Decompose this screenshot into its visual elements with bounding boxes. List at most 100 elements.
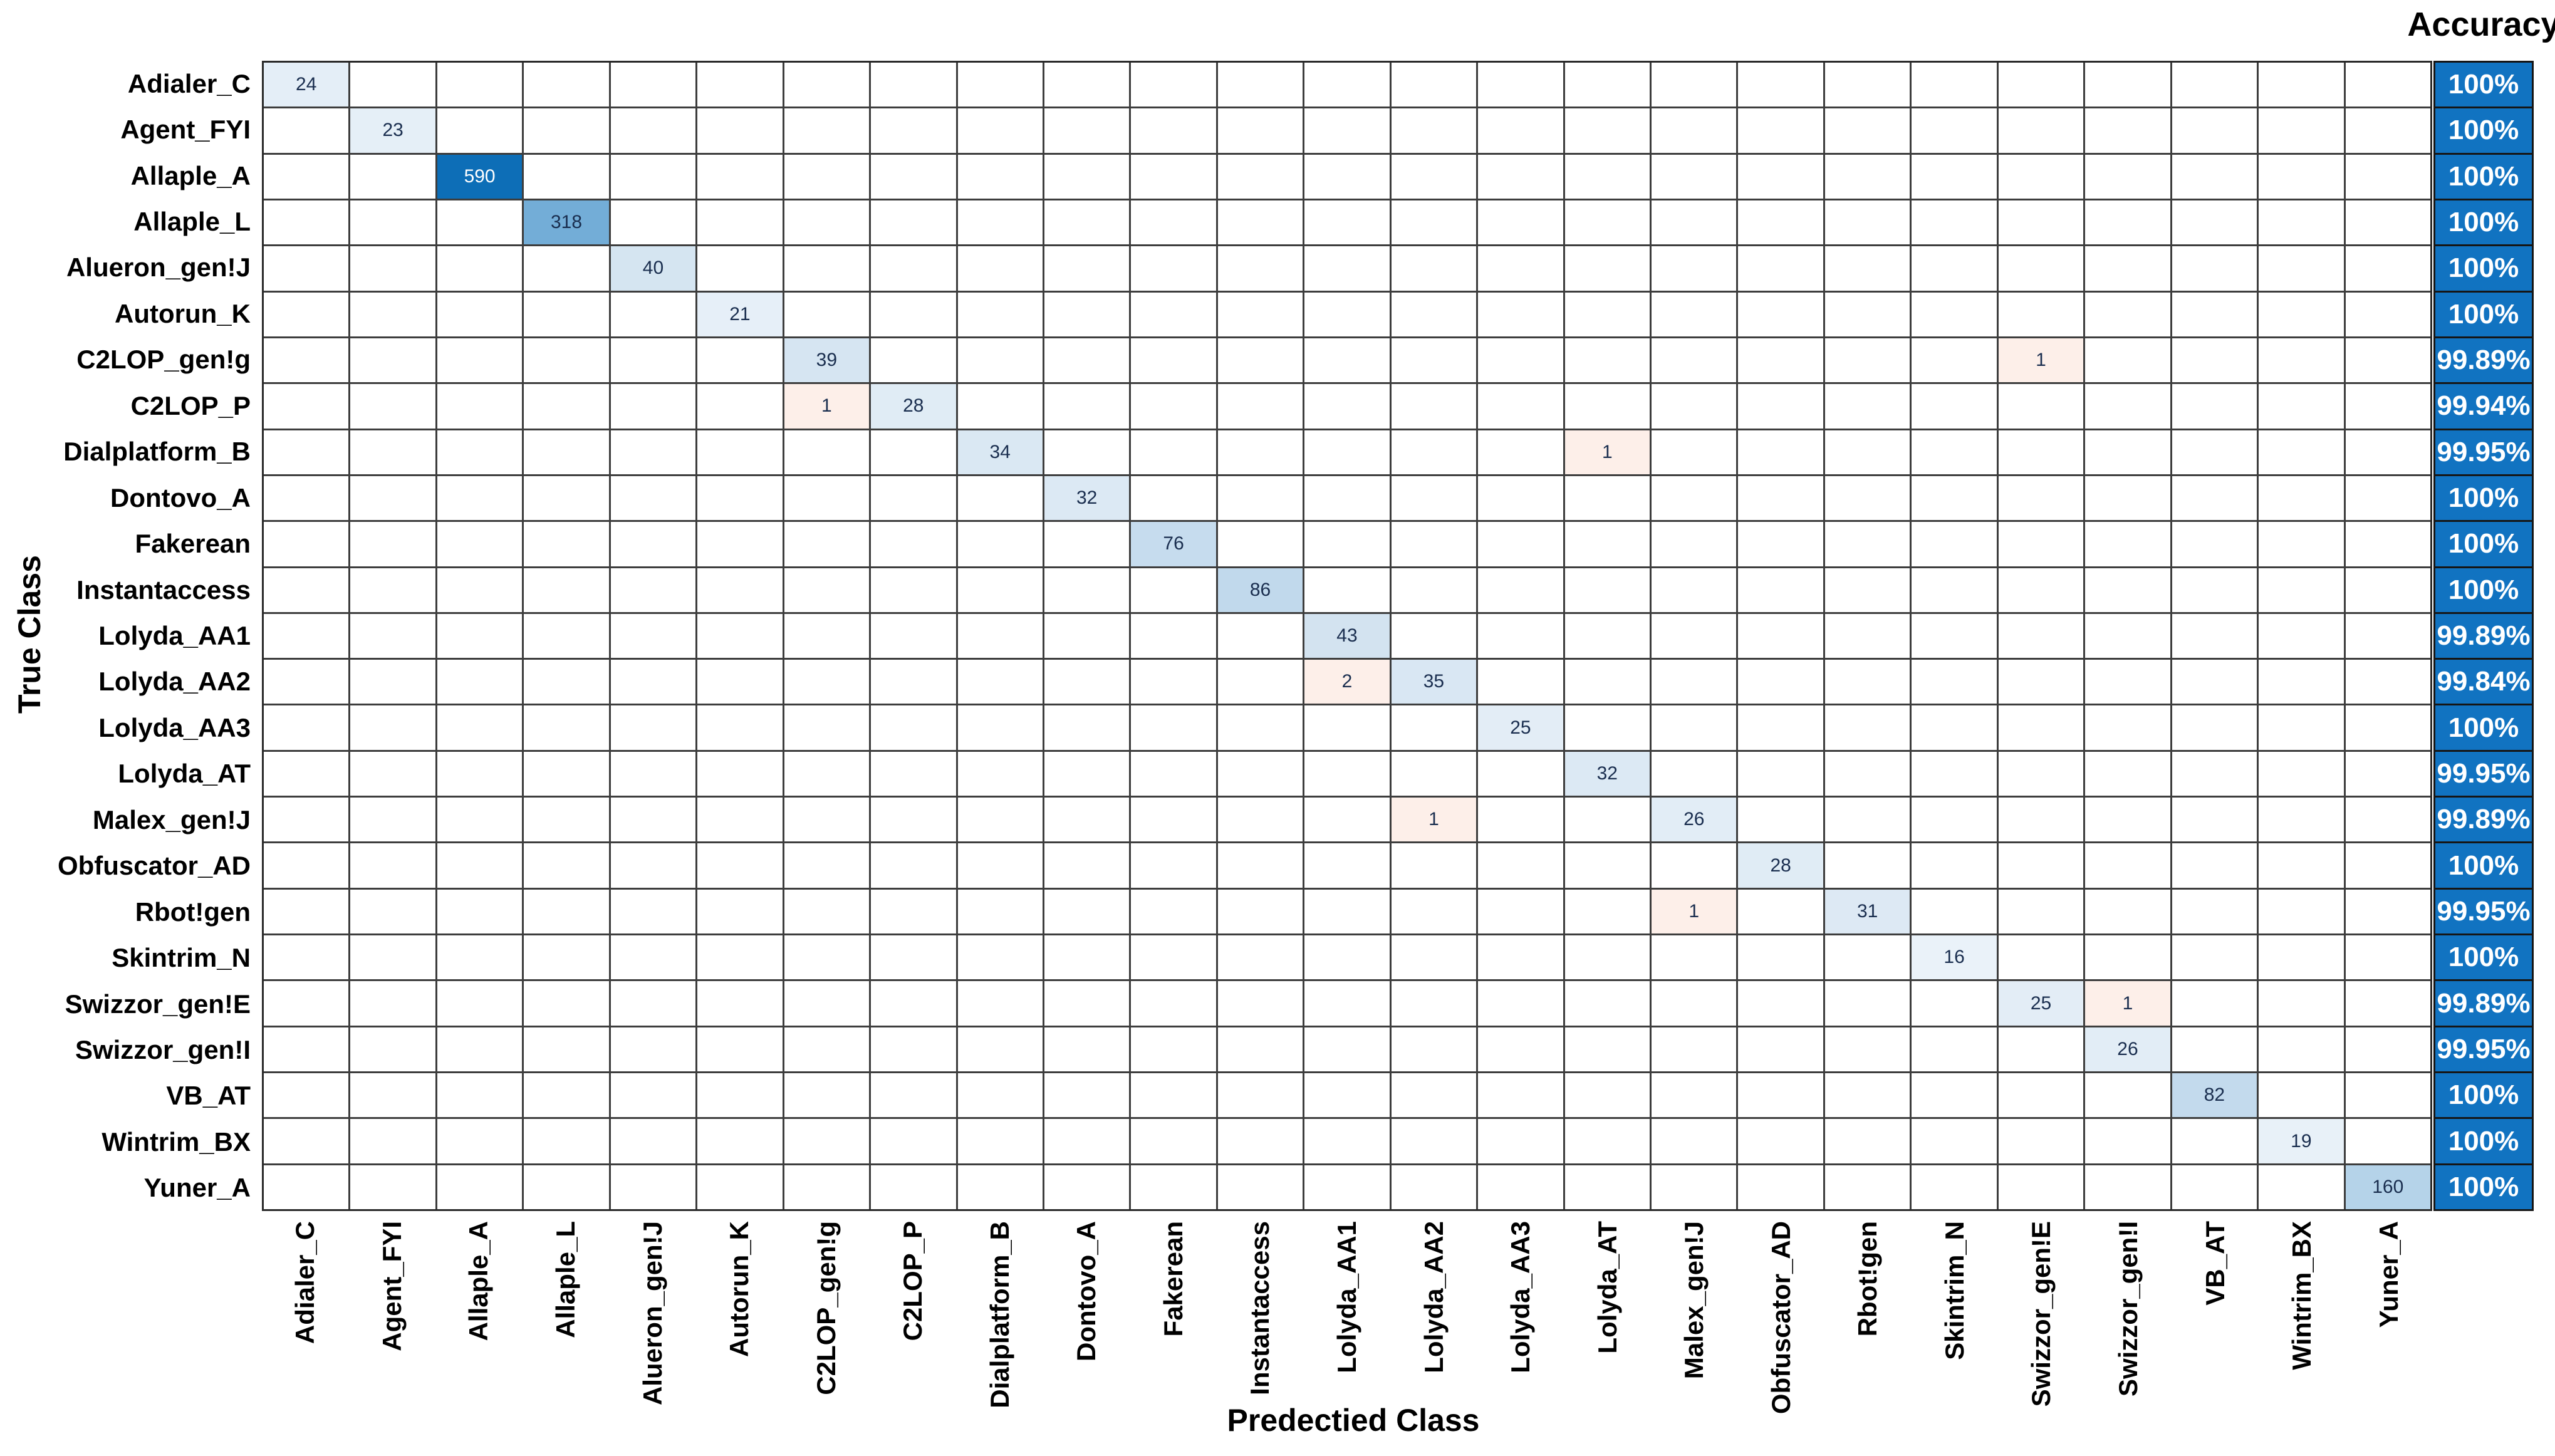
matrix-cell	[871, 200, 956, 245]
matrix-cell	[1044, 1165, 1130, 1209]
matrix-cell	[1652, 1027, 1737, 1072]
matrix-cell	[1217, 981, 1303, 1026]
y-tick-label: C2LOP_P	[130, 390, 251, 420]
matrix-cell	[1564, 889, 1650, 934]
matrix-cell	[697, 246, 783, 291]
x-tick-label: C2LOP_P	[898, 1221, 928, 1341]
x-tick-label: Autorun_K	[724, 1221, 754, 1357]
matrix-cell	[1738, 660, 1823, 704]
matrix-cell	[264, 568, 349, 612]
matrix-cell	[1391, 1165, 1477, 1209]
matrix-cell	[1824, 1165, 1910, 1209]
matrix-cell	[1217, 1165, 1303, 1209]
matrix-cell	[1478, 476, 1563, 521]
accuracy-cell: 100%	[2435, 108, 2532, 153]
matrix-cell	[2172, 338, 2257, 383]
matrix-cell-diagonal: 16	[1912, 935, 1997, 980]
matrix-cell	[1217, 1119, 1303, 1163]
matrix-cell	[1824, 292, 1910, 336]
matrix-cell	[1998, 63, 2084, 107]
matrix-cell-diagonal: 28	[1738, 843, 1823, 888]
matrix-cell	[1652, 1119, 1737, 1163]
matrix-cell	[1824, 798, 1910, 842]
matrix-cell	[1304, 246, 1390, 291]
matrix-cell: 2	[1304, 660, 1390, 704]
matrix-cell	[350, 798, 435, 842]
matrix-cell	[2172, 522, 2257, 566]
matrix-cell	[1824, 843, 1910, 888]
matrix-cell	[1824, 1027, 1910, 1072]
matrix-cell	[610, 338, 696, 383]
matrix-cell	[1564, 660, 1650, 704]
matrix-cell	[1391, 568, 1477, 612]
x-tick-label: Adialer_C	[290, 1221, 320, 1344]
matrix-cell	[1824, 751, 1910, 796]
matrix-cell	[1131, 1073, 1216, 1118]
matrix-cell	[1044, 981, 1130, 1026]
matrix-cell	[1131, 981, 1216, 1026]
matrix-cell	[697, 200, 783, 245]
matrix-cell	[1131, 1165, 1216, 1209]
matrix-cell	[1478, 1119, 1563, 1163]
matrix-cell	[524, 430, 609, 474]
accuracy-cell: 99.95%	[2435, 1027, 2532, 1072]
matrix-cell	[610, 751, 696, 796]
matrix-cell	[1564, 705, 1650, 750]
matrix-cell	[1998, 246, 2084, 291]
accuracy-cell: 99.94%	[2435, 384, 2532, 429]
matrix-cell	[957, 568, 1043, 612]
matrix-cell	[1391, 292, 1477, 336]
matrix-cell	[697, 63, 783, 107]
y-tick-label: C2LOP_gen!g	[76, 345, 251, 375]
matrix-cell	[1217, 613, 1303, 658]
matrix-cell	[350, 981, 435, 1026]
matrix-cell	[1998, 476, 2084, 521]
matrix-cell	[2259, 935, 2344, 980]
matrix-cell	[1564, 1119, 1650, 1163]
matrix-cell	[2259, 384, 2344, 429]
matrix-cell	[1478, 338, 1563, 383]
matrix-cell	[610, 476, 696, 521]
accuracy-cell: 100%	[2435, 935, 2532, 980]
matrix-cell	[871, 246, 956, 291]
matrix-cell	[350, 384, 435, 429]
y-tick-label: Dontovo_A	[110, 482, 251, 512]
matrix-cell	[1912, 660, 1997, 704]
matrix-cell	[610, 430, 696, 474]
matrix-cell	[524, 522, 609, 566]
matrix-cell	[784, 1165, 870, 1209]
matrix-cell	[1391, 1073, 1477, 1118]
matrix-cell	[1131, 430, 1216, 474]
matrix-cell	[1304, 154, 1390, 199]
matrix-cell	[2085, 1073, 2170, 1118]
matrix-cell	[1131, 705, 1216, 750]
matrix-cell	[1912, 751, 1997, 796]
matrix-cell	[2085, 798, 2170, 842]
accuracy-cell: 99.89%	[2435, 338, 2532, 383]
matrix-cell	[610, 568, 696, 612]
matrix-cell	[264, 705, 349, 750]
matrix-cell	[957, 889, 1043, 934]
matrix-cell	[2085, 889, 2170, 934]
matrix-cell	[1738, 430, 1823, 474]
matrix-cell	[957, 338, 1043, 383]
matrix-cell	[1912, 154, 1997, 199]
matrix-cell	[1738, 154, 1823, 199]
accuracy-cell: 99.89%	[2435, 798, 2532, 842]
matrix-cell	[610, 935, 696, 980]
x-tick-label: Wintrim_BX	[2287, 1221, 2317, 1370]
matrix-cell: 1	[784, 384, 870, 429]
matrix-cell	[1131, 476, 1216, 521]
matrix-cell	[784, 1073, 870, 1118]
matrix-cell	[264, 751, 349, 796]
matrix-cell	[437, 430, 523, 474]
matrix-cell	[1217, 63, 1303, 107]
matrix-cell	[1391, 476, 1477, 521]
matrix-cell	[1912, 1073, 1997, 1118]
matrix-cell	[1391, 889, 1477, 934]
matrix-cell	[1131, 613, 1216, 658]
matrix-cell	[264, 935, 349, 980]
matrix-cell	[1304, 476, 1390, 521]
matrix-cell	[1564, 1165, 1650, 1209]
matrix-cell	[1304, 1027, 1390, 1072]
